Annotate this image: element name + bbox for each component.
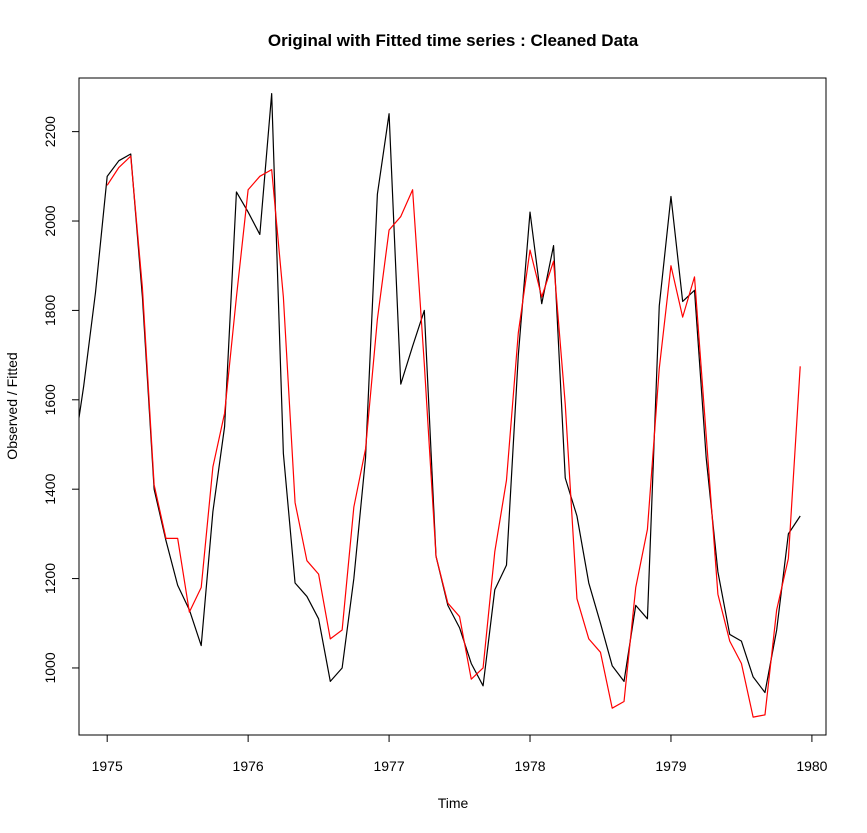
y-tick-label: 1200 <box>42 563 58 594</box>
x-tick-label: 1975 <box>92 758 123 774</box>
y-tick-label: 2200 <box>42 116 58 147</box>
x-tick-label: 1977 <box>373 758 404 774</box>
y-tick-label: 1600 <box>42 384 58 415</box>
plot-frame <box>78 77 827 736</box>
y-tick-label: 1400 <box>42 473 58 504</box>
series-layer <box>79 93 801 718</box>
y-tick-label: 1000 <box>42 652 58 683</box>
x-axis: 1975 1976 1977 1978 1979 1980 <box>92 734 828 774</box>
chart-title: Original with Fitted time series : Clean… <box>268 31 639 50</box>
x-tick-label: 1978 <box>514 758 545 774</box>
series-line-black <box>79 93 801 694</box>
x-tick-label: 1976 <box>233 758 264 774</box>
y-axis: 1000 1200 1400 1600 1800 2000 2200 <box>42 116 80 684</box>
x-tick-label: 1979 <box>655 758 686 774</box>
y-axis-label: Observed / Fitted <box>4 352 20 459</box>
y-tick-label: 1800 <box>42 295 58 326</box>
series-line-red <box>106 155 801 718</box>
x-tick-label: 1980 <box>796 758 827 774</box>
x-axis-label: Time <box>438 795 469 811</box>
y-tick-label: 2000 <box>42 205 58 236</box>
